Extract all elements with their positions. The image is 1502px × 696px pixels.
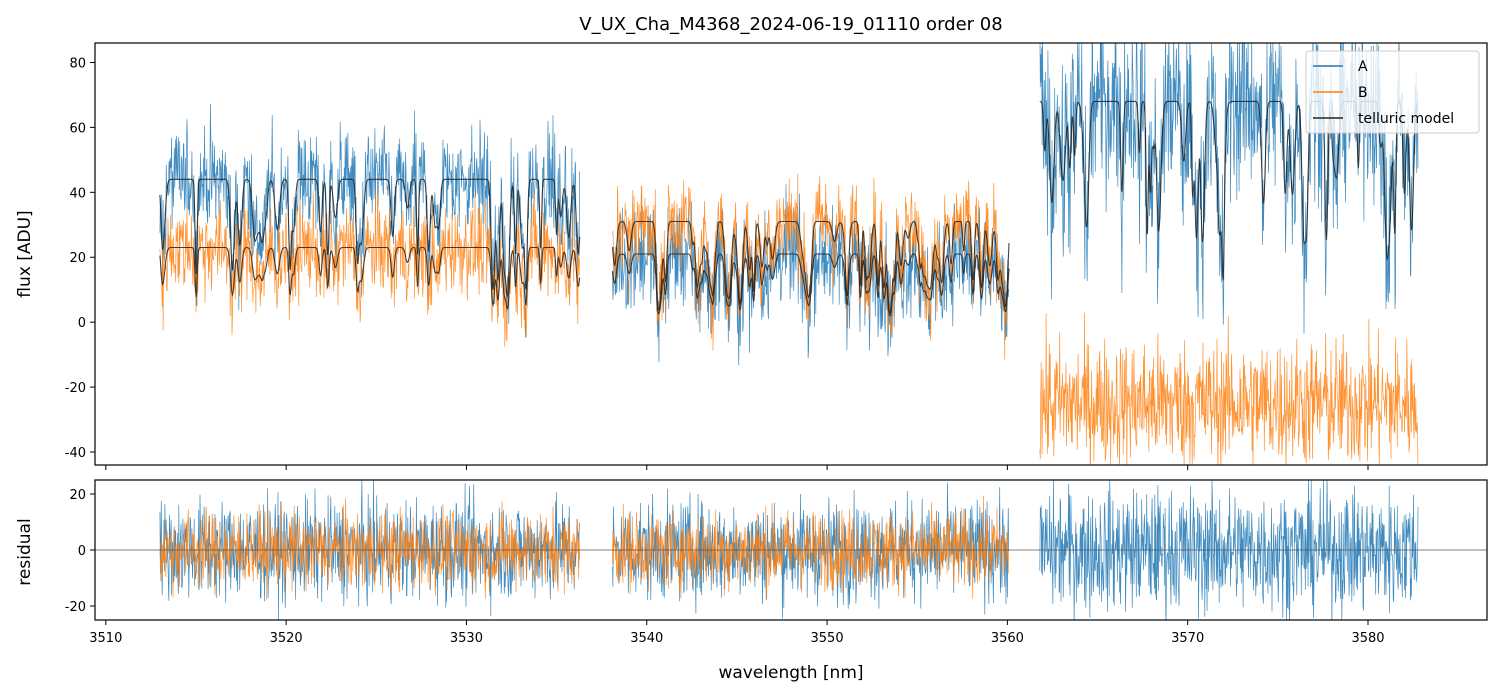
- residual-ytick-label: -20: [65, 600, 86, 615]
- flux-ytick-label: 0: [78, 316, 86, 331]
- flux-series-b-segment-3: [1039, 312, 1419, 465]
- residual-ylabel: residual: [15, 518, 35, 585]
- legend-label-a: A: [1358, 59, 1368, 75]
- flux-series-a-segment-3: [1039, 43, 1419, 334]
- xtick-label: 3560: [991, 631, 1024, 646]
- residual-series-b-segment-2: [612, 495, 1010, 600]
- flux-ytick-label: -20: [65, 381, 86, 396]
- residual-series-b-segment-1: [159, 497, 580, 601]
- telluric-model-a-segment-2: [611, 253, 1010, 317]
- chart-title: V_UX_Cha_M4368_2024-06-19_01110 order 08: [579, 14, 1002, 35]
- flux-ytick-label: 60: [69, 121, 86, 136]
- telluric-model-b-segment-1: [159, 246, 581, 310]
- legend: A B telluric model: [1305, 50, 1480, 134]
- residual-ytick-label: 0: [78, 544, 86, 559]
- residual-series-a-segment-2: [612, 482, 1010, 619]
- residual-series-a-segment-3: [1039, 480, 1419, 620]
- flux-ytick-label: 40: [69, 186, 86, 201]
- flux-ylabel: flux [ADU]: [15, 210, 35, 297]
- xtick-label: 3580: [1351, 631, 1384, 646]
- legend-box: [1305, 50, 1480, 134]
- xtick-label: 3520: [270, 631, 303, 646]
- flux-ytick-label: 80: [69, 56, 86, 71]
- xtick-label: 3510: [89, 631, 122, 646]
- xtick-label: 3550: [811, 631, 844, 646]
- xtick-label: 3570: [1171, 631, 1204, 646]
- telluric-model-a-segment-1: [159, 178, 581, 299]
- flux-panel: -40 -20 0 20 40 60 80 flux [ADU]: [15, 42, 1488, 470]
- flux-axes-frame: [94, 42, 1488, 466]
- flux-ytick-label: 20: [69, 251, 86, 266]
- legend-label-b: B: [1358, 85, 1368, 101]
- residual-ytick-label: 20: [69, 488, 86, 503]
- legend-label-model: telluric model: [1358, 111, 1454, 127]
- telluric-model-b-segment-2: [611, 220, 1010, 314]
- flux-ytick-label: -40: [65, 446, 86, 461]
- xlabel: wavelength [nm]: [718, 663, 863, 683]
- xtick-label: 3530: [450, 631, 483, 646]
- xtick-label: 3540: [630, 631, 663, 646]
